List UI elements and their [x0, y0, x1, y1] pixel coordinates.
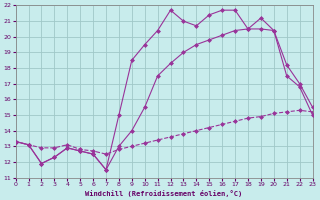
- X-axis label: Windchill (Refroidissement éolien,°C): Windchill (Refroidissement éolien,°C): [85, 190, 243, 197]
